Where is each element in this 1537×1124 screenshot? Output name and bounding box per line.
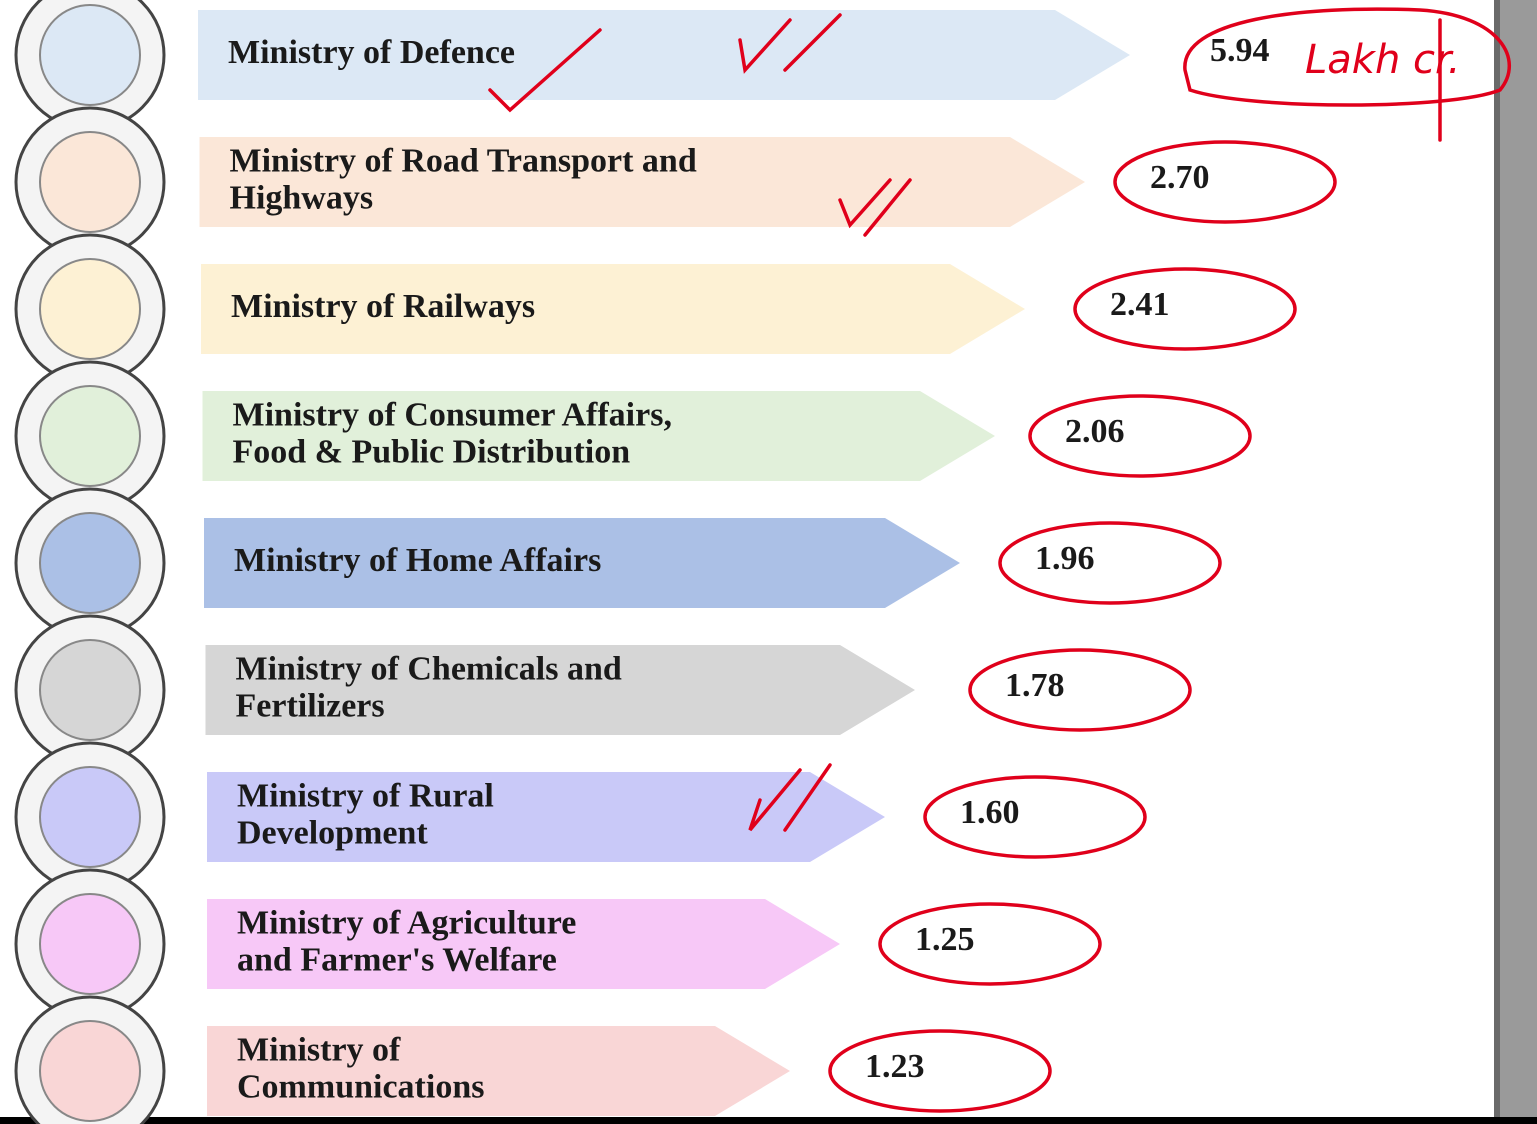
- ministry-label: Highways: [230, 179, 374, 216]
- budget-value: 2.06: [1065, 413, 1125, 450]
- arrow-banner: [204, 518, 960, 608]
- ministry-label: Ministry of Railways: [231, 288, 535, 325]
- value-circle: [878, 902, 1102, 986]
- ministry-label: and Farmer's Welfare: [237, 941, 557, 978]
- check-mark: [748, 763, 832, 832]
- ministry-label: Ministry of Home Affairs: [234, 542, 601, 579]
- check-mark: [738, 13, 842, 74]
- handwritten-annotation: Lakh cr.: [1305, 37, 1461, 83]
- bottom-border: [0, 1117, 1537, 1124]
- value-circle: [1028, 394, 1252, 478]
- arrow-banner: [207, 899, 840, 989]
- check-mark: [838, 178, 912, 237]
- budget-value: 1.96: [1035, 540, 1095, 577]
- check-mark: [488, 28, 602, 113]
- value-circle: [1113, 140, 1337, 224]
- ministry-icon-inner: [39, 258, 141, 360]
- arrow-banner: [199, 137, 1085, 227]
- ministry-label: Fertilizers: [236, 687, 385, 724]
- ministry-label: Food & Public Distribution: [233, 433, 631, 470]
- annotation-circle: [1183, 7, 1511, 107]
- ministry-icon-inner: [39, 512, 141, 614]
- value-circle: [998, 521, 1222, 605]
- ministry-icon-inner: [39, 1020, 141, 1122]
- ministry-label: Ministry of Road Transport and: [230, 142, 697, 179]
- ministry-icon-inner: [39, 4, 141, 106]
- value-circle: [968, 648, 1192, 732]
- budget-value: 1.60: [960, 794, 1020, 831]
- arrow-banner: [207, 1026, 790, 1116]
- ministry-icon-inner: [39, 639, 141, 741]
- ministry-icon-inner: [39, 385, 141, 487]
- ministry-label: Development: [237, 814, 428, 851]
- arrow-banner: [205, 645, 915, 735]
- arrow-banner: [198, 10, 1130, 100]
- budget-value: 1.78: [1005, 667, 1065, 704]
- ministry-label: Communications: [237, 1068, 484, 1105]
- ministry-label: Ministry of Rural: [237, 777, 494, 814]
- value-circle: [923, 775, 1147, 859]
- scrollbar-edge: [1494, 0, 1500, 1124]
- ministry-label: Ministry of Agriculture: [237, 904, 576, 941]
- scrollbar: [1494, 0, 1537, 1124]
- ministry-icon-inner: [39, 766, 141, 868]
- arrow-banner: [202, 391, 995, 481]
- arrow-banner: [207, 772, 885, 862]
- value-circle: [1073, 267, 1297, 351]
- budget-value: 1.25: [915, 921, 975, 958]
- ministry-label: Ministry of: [237, 1031, 401, 1068]
- ministry-icon-inner: [39, 131, 141, 233]
- budget-value: 1.23: [865, 1048, 925, 1085]
- budget-value: 2.70: [1150, 159, 1210, 196]
- ministry-label: Ministry of Chemicals and: [236, 650, 622, 687]
- ministry-icon-inner: [39, 893, 141, 995]
- arrow-banner: [201, 264, 1025, 354]
- budget-value: 2.41: [1110, 286, 1170, 323]
- ministry-label: Ministry of Consumer Affairs,: [233, 396, 672, 433]
- value-circle: [828, 1029, 1052, 1113]
- ministry-label: Ministry of Defence: [228, 34, 515, 71]
- budget-value: 5.94: [1210, 32, 1270, 69]
